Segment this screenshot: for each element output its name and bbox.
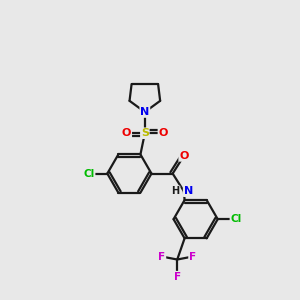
Text: Cl: Cl [83,169,95,178]
Text: O: O [179,151,188,161]
Text: O: O [158,128,168,138]
Text: F: F [158,252,166,262]
Text: N: N [140,107,149,117]
Text: F: F [174,272,181,282]
Text: S: S [141,128,149,138]
Text: N: N [184,186,193,196]
Text: H: H [172,186,180,196]
Text: O: O [122,128,131,138]
Text: Cl: Cl [230,214,242,224]
Text: F: F [189,252,196,262]
